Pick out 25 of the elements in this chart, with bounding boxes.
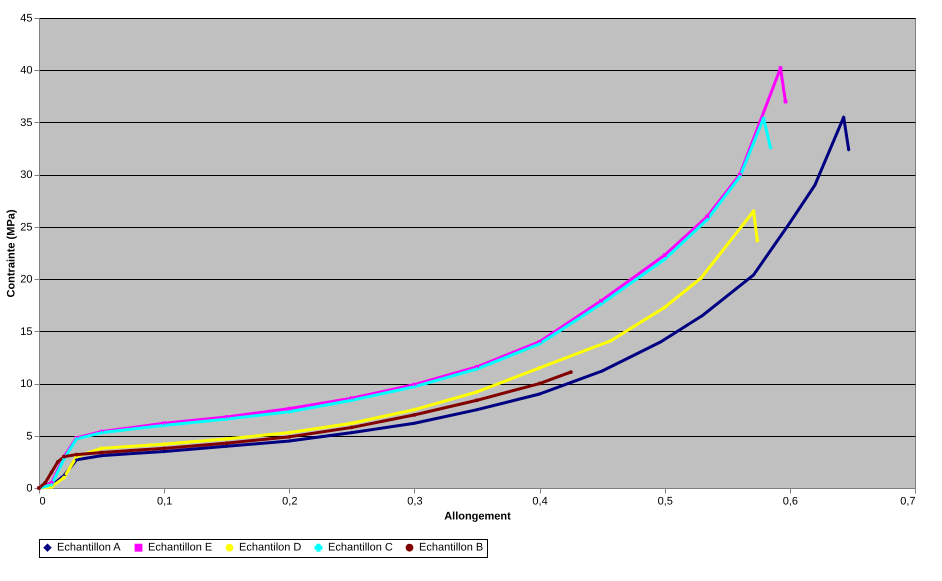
x-axis-title: Allongement [444,510,512,522]
y-axis-title: Contrainte (MPa) [5,209,18,298]
y-tick-label: 0 [26,482,32,494]
y-tick-label: 20 [20,274,32,286]
y-tick-label: 40 [20,64,32,77]
x-tick-label: 0,2 [282,496,298,508]
legend-label: Echantillon C [328,542,393,554]
x-tick-label: 0,7 [900,496,916,508]
x-tick-label: 0 [40,496,46,508]
legend-label: Echantillon E [148,542,212,554]
legend-label: Echantilon D [239,542,302,554]
y-tick-label: 45 [20,12,32,24]
y-tick-label: 15 [20,326,32,338]
y-tick-label: 10 [20,378,32,390]
x-tick-label: 0,5 [658,496,673,508]
y-tick-label: 35 [20,116,32,129]
x-tick-label: 0,6 [782,496,798,508]
legend-label: Echantillon A [57,542,122,554]
y-tick-label: 30 [20,169,32,182]
y-tick-label: 25 [20,221,32,234]
x-tick-label: 0,4 [532,496,548,508]
legend-label: Echantillon B [419,542,484,554]
y-tick-label: 5 [26,430,32,442]
x-tick-label: 0,1 [156,496,172,508]
x-tick-label: 0,3 [407,496,423,508]
